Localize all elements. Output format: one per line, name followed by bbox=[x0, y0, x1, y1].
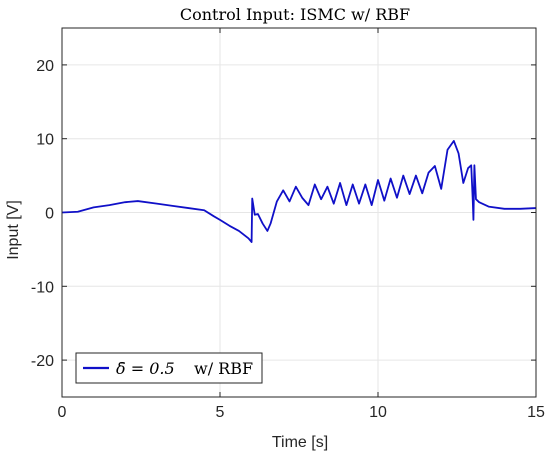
y-tick-label: -10 bbox=[31, 279, 54, 296]
legend-label-math: δ̄ = 0.5 bbox=[116, 359, 175, 378]
legend-math-expression: δ̄ = 0.5 bbox=[116, 359, 175, 378]
x-axis-label: Time [s] bbox=[272, 434, 328, 451]
y-tick-label: 10 bbox=[36, 132, 54, 149]
x-tick-label: 0 bbox=[58, 404, 67, 421]
y-tick-label: 20 bbox=[36, 58, 54, 75]
legend: δ̄ = 0.5 w/ RBF bbox=[75, 352, 263, 384]
y-tick-label: -20 bbox=[31, 353, 54, 370]
x-tick-label: 5 bbox=[216, 404, 225, 421]
chart-title: Control Input: ISMC w/ RBF bbox=[180, 5, 410, 24]
y-tick-label: 0 bbox=[45, 206, 54, 223]
x-tick-label: 15 bbox=[527, 404, 545, 421]
series-line-control-input bbox=[61, 140, 537, 243]
axes-box bbox=[61, 27, 537, 398]
y-axis-label: Input [V] bbox=[5, 200, 22, 260]
plot-area: 0 5 10 15 -20 -10 0 10 20 bbox=[31, 27, 545, 421]
x-tick-label: 10 bbox=[369, 404, 387, 421]
legend-label-text: w/ RBF bbox=[194, 359, 253, 378]
